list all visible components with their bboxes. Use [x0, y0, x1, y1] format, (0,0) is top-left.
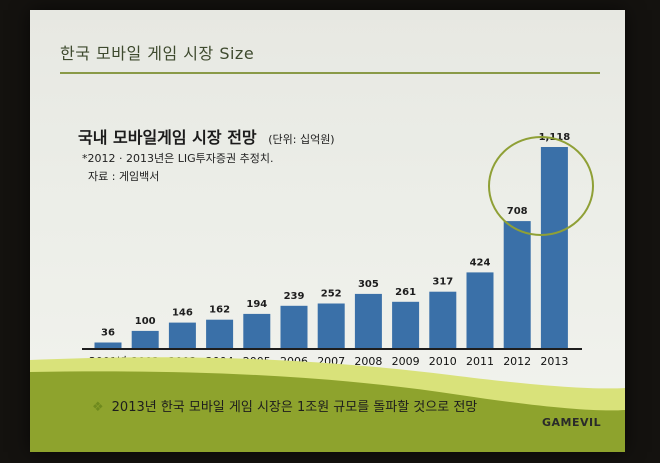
value-label-8: 261 [395, 287, 416, 298]
value-label-10: 424 [470, 257, 491, 268]
bar-1 [131, 330, 159, 349]
x-tick-label-10: 2011 [466, 355, 494, 368]
bar-chart: 36 100 146 162 194 239 252 305 261 317 424 708 1,118… [30, 132, 625, 452]
highlight-circle [488, 136, 594, 236]
bar-0 [94, 342, 122, 349]
summary-text: 2013년 한국 모바일 게임 시장은 1조원 규모를 돌파할 것으로 전망 [111, 400, 478, 415]
diamond-bullet-icon: ❖ [92, 400, 104, 415]
gamevil-logo: GAMEVIL [542, 416, 602, 429]
title-divider [60, 72, 600, 74]
bar-8 [392, 301, 420, 349]
value-label-7: 305 [358, 279, 379, 290]
value-label-1: 100 [135, 316, 156, 327]
bar-2 [168, 322, 196, 349]
value-label-12: 1,118 [539, 132, 571, 143]
chart-title-text: 국내 모바일게임 시장 전망 [78, 128, 257, 147]
x-tick-label-11: 2012 [503, 355, 531, 368]
bar-7 [354, 293, 382, 349]
bar-group [94, 147, 568, 349]
chart-title: 국내 모바일게임 시장 전망 (단위: 십억원) [78, 124, 335, 148]
x-tick-label-8: 2009 [392, 355, 420, 368]
slide-title: 한국 모바일 게임 시장 Size [60, 44, 255, 63]
value-label-11: 708 [507, 206, 528, 217]
bottom-decor-wave [30, 371, 625, 452]
value-label-group: 36 100 146 162 194 239 252 305 261 317 424 708 1,118 [101, 132, 570, 339]
value-label-6: 252 [321, 289, 342, 300]
chart-source: 자료 : 게임백서 [88, 170, 160, 183]
value-label-0: 36 [101, 328, 115, 339]
bar-12 [540, 147, 568, 349]
value-label-3: 162 [209, 305, 230, 316]
chart-unit-note: (단위: 십억원) [268, 133, 335, 146]
bar-5 [280, 305, 308, 349]
summary-bullet: ❖ 2013년 한국 모바일 게임 시장은 1조원 규모를 돌파할 것으로 전망 [92, 396, 477, 415]
value-label-2: 146 [172, 308, 193, 319]
bar-10 [466, 272, 494, 349]
value-label-5: 239 [284, 291, 305, 302]
x-tick-label-12: 2013 [540, 355, 568, 368]
chart-footnote: *2012 · 2013년은 LIG투자증권 추정치. [82, 152, 274, 165]
slide: 한국 모바일 게임 시장 Size 국내 모바일게임 시장 전망 (단위: 십억… [30, 10, 625, 452]
bar-4 [243, 313, 271, 349]
x-tick-label-9: 2010 [429, 355, 457, 368]
x-tick-label-7: 2008 [354, 355, 382, 368]
bar-6 [317, 303, 345, 349]
bar-11 [503, 221, 531, 349]
bar-9 [429, 291, 457, 349]
bar-3 [206, 319, 234, 349]
value-label-9: 317 [432, 277, 453, 288]
value-label-4: 194 [246, 299, 267, 310]
